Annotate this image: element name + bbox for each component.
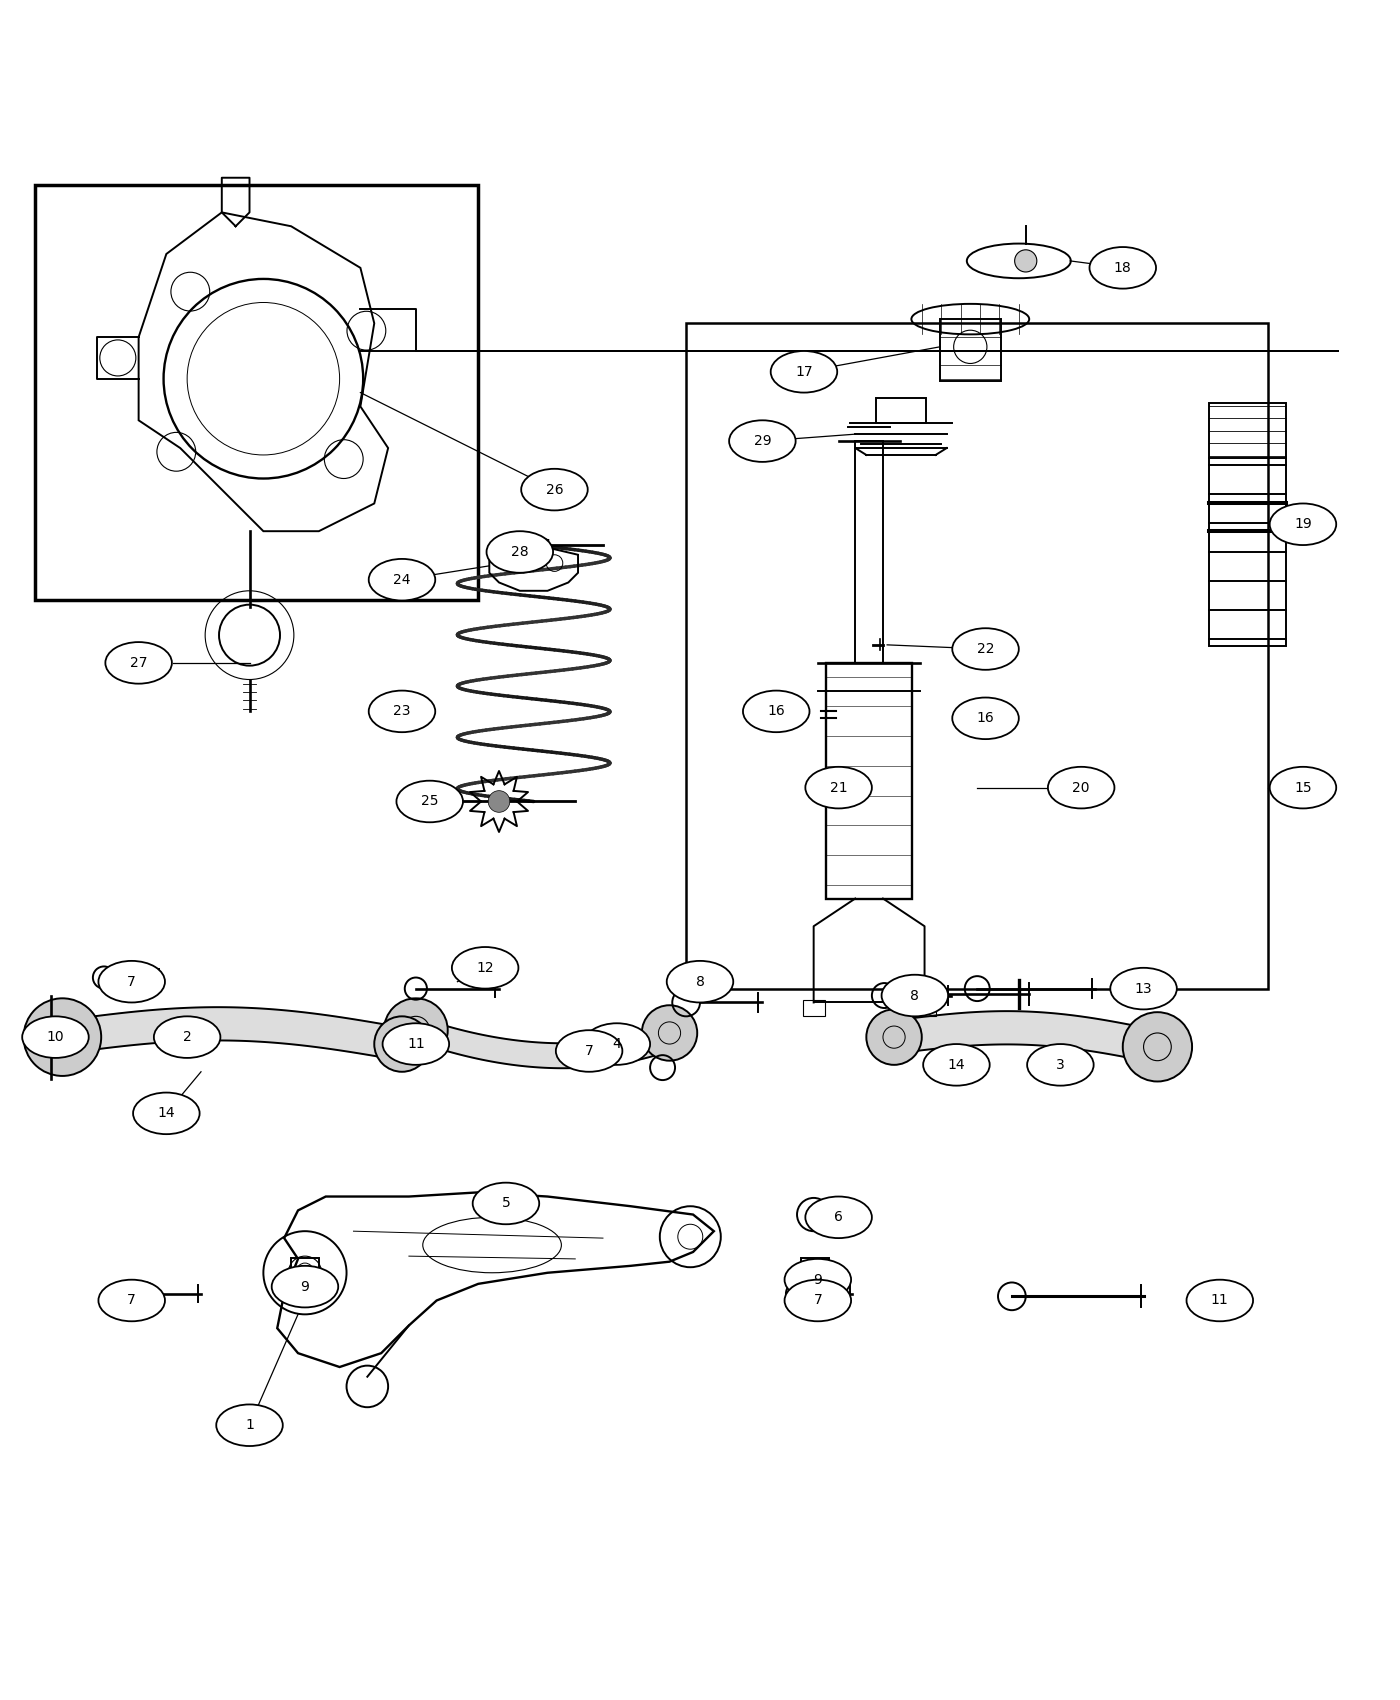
Circle shape bbox=[1015, 250, 1037, 272]
Text: 27: 27 bbox=[130, 656, 147, 670]
Text: 28: 28 bbox=[511, 546, 529, 559]
Ellipse shape bbox=[770, 350, 837, 393]
Text: 21: 21 bbox=[830, 780, 847, 794]
Ellipse shape bbox=[105, 643, 172, 683]
Text: 2: 2 bbox=[183, 1030, 192, 1044]
Ellipse shape bbox=[272, 1266, 339, 1307]
Circle shape bbox=[24, 998, 101, 1076]
Bar bbox=[801, 1258, 829, 1285]
Ellipse shape bbox=[882, 974, 948, 1017]
Ellipse shape bbox=[382, 1023, 449, 1064]
Ellipse shape bbox=[805, 767, 872, 809]
Bar bbox=[826, 663, 911, 899]
Ellipse shape bbox=[133, 1093, 200, 1134]
Ellipse shape bbox=[743, 690, 809, 733]
Ellipse shape bbox=[784, 1260, 851, 1300]
Text: 17: 17 bbox=[795, 366, 813, 379]
Bar bbox=[855, 440, 883, 663]
Text: 23: 23 bbox=[393, 704, 410, 719]
Text: 5: 5 bbox=[501, 1197, 511, 1210]
Ellipse shape bbox=[1187, 1280, 1253, 1321]
Ellipse shape bbox=[666, 960, 734, 1003]
Text: 18: 18 bbox=[1114, 260, 1131, 275]
Text: 14: 14 bbox=[948, 1057, 965, 1071]
Text: 19: 19 bbox=[1294, 517, 1312, 532]
Text: 7: 7 bbox=[813, 1294, 822, 1307]
Ellipse shape bbox=[784, 1280, 851, 1321]
Polygon shape bbox=[63, 1006, 402, 1061]
Ellipse shape bbox=[368, 690, 435, 733]
Bar bbox=[913, 1000, 935, 1017]
Text: 7: 7 bbox=[127, 974, 136, 989]
Ellipse shape bbox=[216, 1404, 283, 1447]
Ellipse shape bbox=[452, 947, 518, 989]
Text: 15: 15 bbox=[1294, 780, 1312, 794]
Bar bbox=[802, 1000, 825, 1017]
Text: 12: 12 bbox=[476, 960, 494, 974]
Text: 9: 9 bbox=[813, 1273, 822, 1287]
Text: 1: 1 bbox=[245, 1418, 253, 1431]
Text: 11: 11 bbox=[1211, 1294, 1229, 1307]
Ellipse shape bbox=[952, 697, 1019, 740]
Ellipse shape bbox=[1049, 767, 1114, 809]
Ellipse shape bbox=[1089, 246, 1156, 289]
Ellipse shape bbox=[584, 1023, 650, 1064]
Bar bbox=[939, 320, 1001, 381]
Text: 22: 22 bbox=[977, 643, 994, 656]
Polygon shape bbox=[416, 1017, 669, 1068]
Text: 4: 4 bbox=[612, 1037, 622, 1051]
Bar bbox=[35, 185, 479, 600]
Text: 3: 3 bbox=[1056, 1057, 1065, 1071]
Ellipse shape bbox=[98, 1280, 165, 1321]
Bar bbox=[876, 398, 925, 423]
Text: 10: 10 bbox=[46, 1030, 64, 1044]
Ellipse shape bbox=[1270, 503, 1336, 546]
Circle shape bbox=[1123, 1012, 1191, 1081]
Ellipse shape bbox=[396, 780, 463, 823]
Text: 6: 6 bbox=[834, 1210, 843, 1224]
Ellipse shape bbox=[952, 629, 1019, 670]
Ellipse shape bbox=[473, 1183, 539, 1224]
Text: 14: 14 bbox=[158, 1107, 175, 1120]
Ellipse shape bbox=[368, 559, 435, 600]
Text: 7: 7 bbox=[585, 1044, 594, 1057]
Circle shape bbox=[641, 1005, 697, 1061]
Text: 24: 24 bbox=[393, 573, 410, 586]
Text: 16: 16 bbox=[977, 711, 994, 726]
Text: 8: 8 bbox=[696, 974, 704, 989]
Circle shape bbox=[374, 1017, 430, 1071]
Ellipse shape bbox=[1110, 967, 1177, 1010]
Text: 9: 9 bbox=[301, 1280, 309, 1294]
Circle shape bbox=[489, 790, 510, 813]
Ellipse shape bbox=[923, 1044, 990, 1086]
Text: 25: 25 bbox=[421, 794, 438, 809]
Ellipse shape bbox=[22, 1017, 88, 1057]
Text: 26: 26 bbox=[546, 483, 563, 496]
Text: 8: 8 bbox=[910, 988, 920, 1003]
Bar bbox=[1210, 403, 1285, 646]
Ellipse shape bbox=[1270, 767, 1336, 809]
Ellipse shape bbox=[729, 420, 795, 462]
Text: 13: 13 bbox=[1135, 981, 1152, 996]
Circle shape bbox=[867, 1010, 921, 1064]
Circle shape bbox=[384, 998, 448, 1062]
Text: 16: 16 bbox=[767, 704, 785, 719]
Ellipse shape bbox=[805, 1197, 872, 1238]
Text: 20: 20 bbox=[1072, 780, 1091, 794]
Text: 29: 29 bbox=[753, 434, 771, 449]
Ellipse shape bbox=[487, 530, 553, 573]
Bar bbox=[291, 1258, 319, 1285]
Ellipse shape bbox=[1028, 1044, 1093, 1086]
Ellipse shape bbox=[154, 1017, 220, 1057]
Ellipse shape bbox=[98, 960, 165, 1003]
Polygon shape bbox=[895, 1012, 1158, 1064]
Ellipse shape bbox=[556, 1030, 623, 1071]
Bar bbox=[686, 323, 1268, 989]
Ellipse shape bbox=[521, 469, 588, 510]
Text: 7: 7 bbox=[127, 1294, 136, 1307]
Text: 11: 11 bbox=[407, 1037, 424, 1051]
